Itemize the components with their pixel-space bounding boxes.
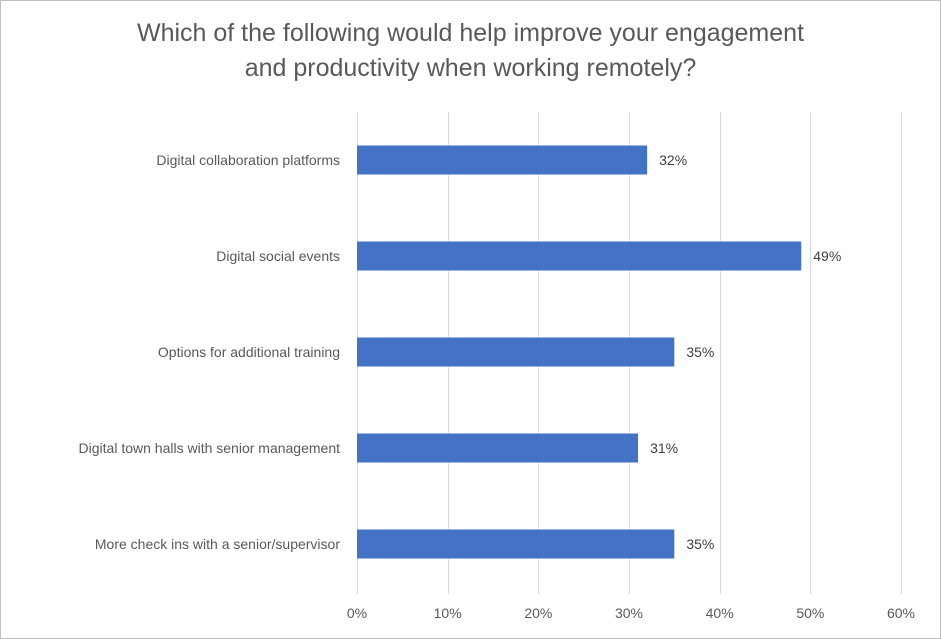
chart-title: Which of the following would help improv… bbox=[0, 16, 941, 86]
chart-title-line-2: and productivity when working remotely? bbox=[244, 54, 697, 82]
chart-title-line-1: Which of the following would help improv… bbox=[136, 19, 805, 47]
x-tick-label: 0% bbox=[347, 605, 367, 621]
x-tick-label: 10% bbox=[434, 605, 462, 621]
bar-4[interactable] bbox=[357, 433, 639, 463]
x-tick-label: 60% bbox=[887, 605, 915, 621]
bar-2[interactable] bbox=[357, 241, 802, 271]
x-tick-label: 40% bbox=[706, 605, 734, 621]
data-label: 49% bbox=[813, 248, 841, 264]
category-label: Options for additional training bbox=[158, 344, 340, 360]
data-label: 35% bbox=[686, 536, 714, 552]
data-label: 32% bbox=[659, 152, 687, 168]
data-label: 35% bbox=[686, 344, 714, 360]
bar-3[interactable] bbox=[357, 337, 675, 367]
category-label: Digital social events bbox=[216, 248, 340, 264]
data-label: 31% bbox=[650, 440, 678, 456]
category-label: More check ins with a senior/supervisor bbox=[95, 536, 340, 552]
category-label: Digital collaboration platforms bbox=[156, 152, 340, 168]
x-tick-label: 50% bbox=[796, 605, 824, 621]
x-tick-label: 20% bbox=[524, 605, 552, 621]
x-tick-label: 30% bbox=[615, 605, 643, 621]
category-label: Digital town halls with senior managemen… bbox=[79, 440, 341, 456]
bar-5[interactable] bbox=[357, 529, 675, 559]
bar-1[interactable] bbox=[357, 145, 648, 175]
